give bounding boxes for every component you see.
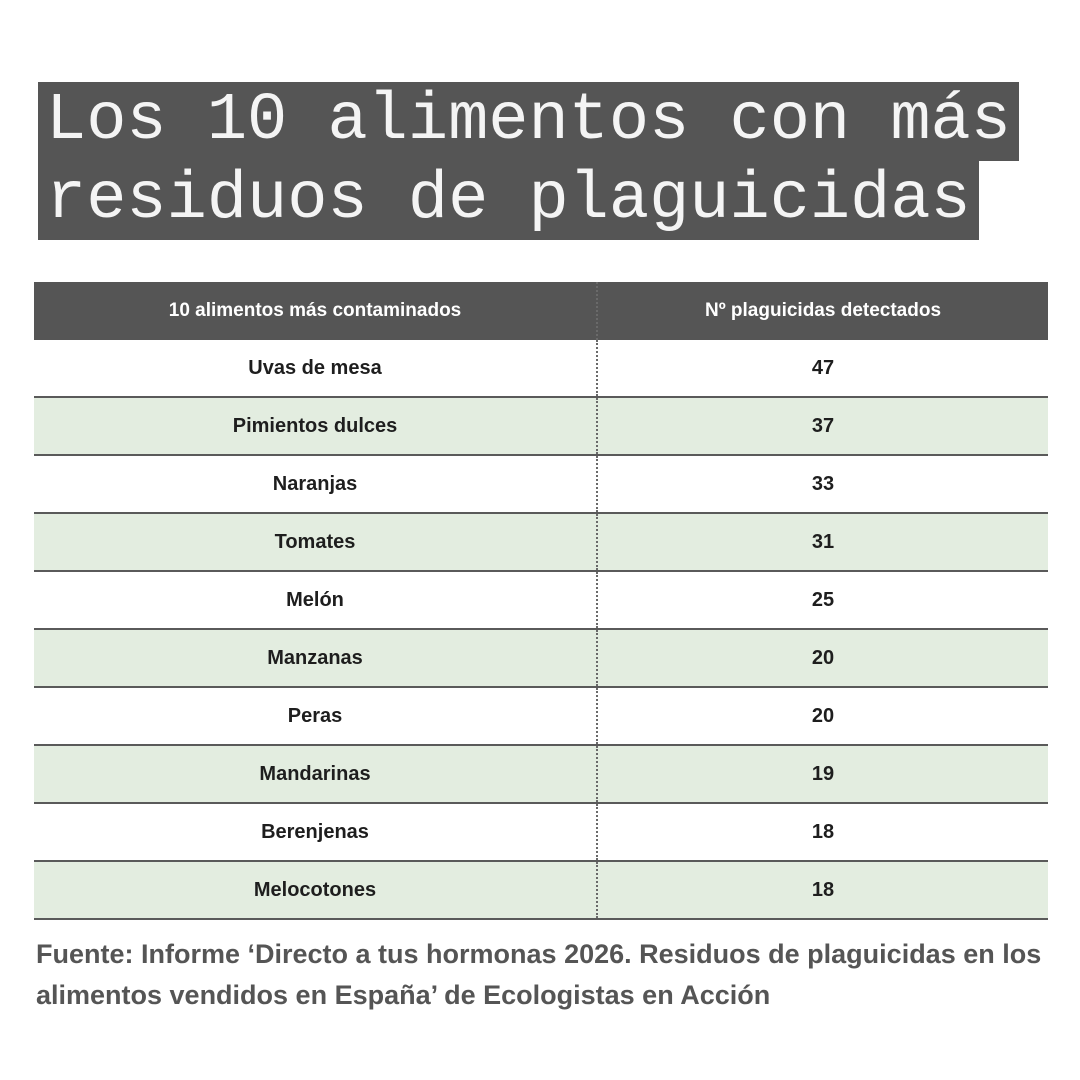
table-row: Berenjenas 18 [34, 803, 1048, 862]
table-row: Peras 20 [34, 687, 1048, 746]
table-row: Uvas de mesa 47 [34, 340, 1048, 398]
table-row: Manzanas 20 [34, 629, 1048, 688]
count-cell: 20 [597, 687, 1048, 746]
table-row: Mandarinas 19 [34, 745, 1048, 804]
food-cell: Manzanas [34, 629, 598, 688]
table-row: Melón 25 [34, 571, 1048, 630]
food-cell: Mandarinas [34, 745, 598, 804]
title-line: Los 10 alimentos con más [38, 82, 1019, 161]
food-cell: Naranjas [34, 455, 598, 514]
food-cell: Pimientos dulces [34, 397, 598, 456]
column-header: 10 alimentos más contaminados [34, 282, 598, 340]
count-cell: 20 [597, 629, 1048, 688]
source-note: Fuente: Informe ‘Directo a tus hormonas … [36, 939, 1042, 1010]
food-cell: Peras [34, 687, 598, 746]
food-cell: Uvas de mesa [34, 340, 598, 398]
pesticide-table: 10 alimentos más contaminados Nº plaguic… [34, 282, 1048, 920]
food-cell: Berenjenas [34, 803, 598, 862]
food-cell: Melón [34, 571, 598, 630]
count-cell: 18 [597, 803, 1048, 862]
table-row: Tomates 31 [34, 513, 1048, 572]
table-row: Pimientos dulces 37 [34, 397, 1048, 456]
table-row: Melocotones 18 [34, 861, 1048, 920]
header-row: 10 alimentos más contaminados Nº plaguic… [34, 282, 1048, 340]
count-cell: 19 [597, 745, 1048, 804]
column-header: Nº plaguicidas detectados [597, 282, 1048, 340]
table-row: Naranjas 33 [34, 455, 1048, 514]
food-cell: Tomates [34, 513, 598, 572]
count-cell: 25 [597, 571, 1048, 630]
table-header: 10 alimentos más contaminados Nº plaguic… [34, 282, 1048, 340]
count-cell: 31 [597, 513, 1048, 572]
food-cell: Melocotones [34, 861, 598, 920]
count-cell: 47 [597, 340, 1048, 398]
count-cell: 33 [597, 455, 1048, 514]
count-cell: 18 [597, 861, 1048, 920]
title: Los 10 alimentos con más residuos de pla… [38, 82, 1019, 240]
count-cell: 37 [597, 397, 1048, 456]
title-line: residuos de plaguicidas [38, 161, 979, 240]
table-body: Uvas de mesa 47 Pimientos dulces 37 Naranjas… [34, 340, 1048, 920]
